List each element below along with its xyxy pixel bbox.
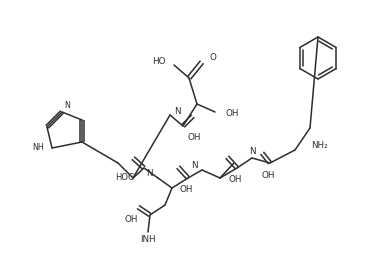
Text: N: N <box>146 169 153 178</box>
Text: N: N <box>174 108 180 116</box>
Text: N: N <box>249 147 255 156</box>
Text: N: N <box>64 101 70 110</box>
Text: HO: HO <box>152 58 166 67</box>
Text: O: O <box>210 54 217 62</box>
Text: HOC: HOC <box>115 174 134 183</box>
Text: OH: OH <box>124 215 138 223</box>
Text: NH₂: NH₂ <box>311 142 328 151</box>
Text: OH: OH <box>179 186 193 195</box>
Text: N: N <box>192 161 198 169</box>
Text: NH: NH <box>32 144 44 153</box>
Text: OH: OH <box>187 133 200 143</box>
Text: OH: OH <box>225 110 238 119</box>
Text: OH: OH <box>261 170 275 179</box>
Text: INH: INH <box>140 236 156 244</box>
Text: OH: OH <box>228 176 242 185</box>
